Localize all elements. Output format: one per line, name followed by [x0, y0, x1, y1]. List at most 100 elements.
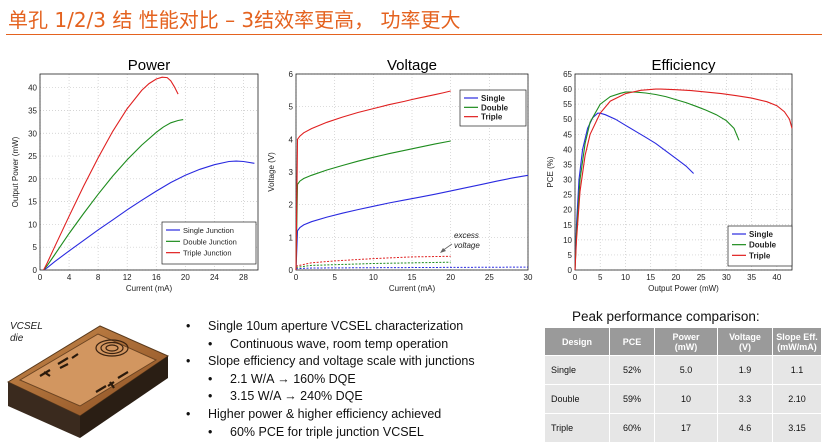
table-row: Triple 60% 17 4.6 3.15 — [545, 413, 822, 442]
plot-frame — [295, 73, 529, 271]
y-axis-label: Voltage (V) — [267, 152, 276, 192]
plot-frame — [574, 73, 793, 271]
y-axis-label: PCE (%) — [546, 156, 555, 187]
bullet-item: • Continuous wave, room temp operation — [208, 336, 449, 351]
cell: Double — [545, 384, 610, 413]
y-tick-label: 30 — [563, 176, 572, 185]
y-tick-label: 0 — [33, 266, 38, 275]
cell: 60% — [610, 413, 655, 442]
x-tick-label: 40 — [772, 273, 781, 282]
series-line — [574, 91, 740, 271]
y-tick-label: 25 — [563, 191, 572, 200]
y-tick-label: 0 — [289, 266, 294, 275]
annotation-line1: excess — [454, 231, 479, 240]
slide-title: 单孔 1/2/3 结 性能对比 – 3结效率更高， 功率更大 — [8, 8, 461, 32]
cell: 59% — [610, 384, 655, 413]
series-line — [295, 174, 529, 271]
y-tick-label: 65 — [563, 70, 572, 79]
cell: Triple — [545, 413, 610, 442]
y-tick-label: 25 — [28, 152, 37, 161]
cell: 10 — [655, 384, 718, 413]
y-tick-label: 10 — [28, 220, 37, 229]
legend-label: Triple — [481, 113, 503, 122]
bullet-text: Continuous wave, room temp operation — [230, 336, 449, 351]
y-axis-label: Output Power (mW) — [11, 136, 20, 207]
bullet-text: Higher power & higher efficiency achieve… — [208, 406, 442, 421]
y-tick-label: 45 — [563, 130, 572, 139]
bullet-text: Slope efficiency and voltage scale with … — [208, 354, 475, 369]
series-line — [574, 88, 793, 271]
chart-title: Efficiency — [652, 57, 716, 74]
voltage-chart: Voltage 0 5 10 15 20 25 30 0 1 2 3 4 5 6 Current (mA) Vo… — [267, 57, 533, 293]
chart-title: Voltage — [387, 57, 437, 74]
x-tick-label: 12 — [123, 273, 132, 282]
legend-label: Double — [481, 103, 509, 112]
x-tick-label: 30 — [524, 273, 533, 282]
y-tick-label: 5 — [568, 251, 573, 260]
cell: 2.10 — [773, 384, 822, 413]
table-header-row: Design PCE Power (mW) Voltage (V) Slope … — [545, 328, 822, 355]
bullet-item: • 2.1 W/A → 160% DQE — [208, 371, 356, 386]
y-tick-label: 40 — [563, 145, 572, 154]
y-tick-label: 50 — [563, 115, 572, 124]
x-tick-label: 10 — [621, 273, 630, 282]
series-line — [43, 119, 184, 271]
cell: 17 — [655, 413, 718, 442]
y-tick-label: 0 — [568, 266, 573, 275]
legend-label: Double — [749, 241, 777, 250]
legend-label: Single — [481, 94, 506, 103]
x-tick-label: 30 — [722, 273, 731, 282]
bullet-item: • 3.15 W/A → 240% DQE — [208, 389, 363, 404]
y-tick-label: 15 — [28, 198, 37, 207]
series-line — [295, 140, 451, 271]
efficiency-chart: Efficiency 0 5 10 15 20 25 30 35 40 0 5 10 15 20 25 30 35… — [546, 57, 793, 293]
legend-label: Single Junction — [183, 226, 234, 235]
x-tick-label: 35 — [747, 273, 756, 282]
cell: 1.9 — [718, 355, 773, 384]
series-line — [295, 90, 451, 271]
y-tick-label: 1 — [289, 233, 294, 242]
legend-box — [161, 221, 257, 265]
table-row: Single 52% 5.0 1.9 1.1 — [545, 355, 822, 384]
x-tick-label: 5 — [332, 273, 337, 282]
x-tick-label: 5 — [598, 273, 603, 282]
excess-voltage-line — [295, 261, 451, 268]
die-label-line1: VCSEL — [10, 321, 43, 332]
legend-box — [727, 225, 793, 267]
x-tick-label: 0 — [573, 273, 578, 282]
header-design: Design — [545, 328, 610, 355]
cell: 52% — [610, 355, 655, 384]
comparison-table: Design PCE Power (mW) Voltage (V) Slope … — [545, 328, 822, 442]
x-axis-label: Current (mA) — [126, 284, 173, 293]
y-tick-label: 55 — [563, 100, 572, 109]
annotation-arrowhead — [440, 248, 446, 253]
series-line — [43, 76, 179, 271]
x-tick-label: 15 — [646, 273, 655, 282]
die-label: VCSEL die — [10, 321, 43, 345]
comparison-title: Peak performance comparison: — [572, 309, 760, 324]
y-tick-label: 35 — [28, 106, 37, 115]
bullet-text: Single 10um aperture VCSEL characterizat… — [208, 319, 464, 333]
legend-label: Triple Junction — [183, 249, 232, 258]
power-chart: Power 0 4 8 12 16 20 24 28 0 5 10 15 20 25 30 35 40 Curren… — [11, 57, 259, 293]
bullet-text: 2.1 W/A → 160% DQE — [230, 371, 356, 386]
y-tick-label: 10 — [563, 236, 572, 245]
y-tick-label: 3 — [289, 168, 294, 177]
legend-label: Single — [749, 230, 774, 239]
title-divider — [6, 34, 822, 35]
x-tick-label: 16 — [152, 273, 161, 282]
bullet-item: • Higher power & higher efficiency achiev… — [186, 406, 442, 421]
y-tick-label: 60 — [563, 85, 572, 94]
header-slope: Slope Eff. (mW/mA) — [773, 328, 822, 355]
die-label-line2: die — [10, 333, 24, 344]
x-tick-label: 0 — [294, 273, 299, 282]
y-tick-label: 6 — [289, 70, 294, 79]
x-axis-label: Current (mA) — [389, 284, 436, 293]
excess-voltage-line — [295, 266, 529, 270]
header-voltage: Voltage (V) — [718, 328, 773, 355]
y-tick-label: 2 — [289, 201, 294, 210]
x-tick-label: 20 — [446, 273, 455, 282]
header-power: Power (mW) — [655, 328, 718, 355]
header-pce: PCE — [610, 328, 655, 355]
x-tick-label: 8 — [96, 273, 101, 282]
